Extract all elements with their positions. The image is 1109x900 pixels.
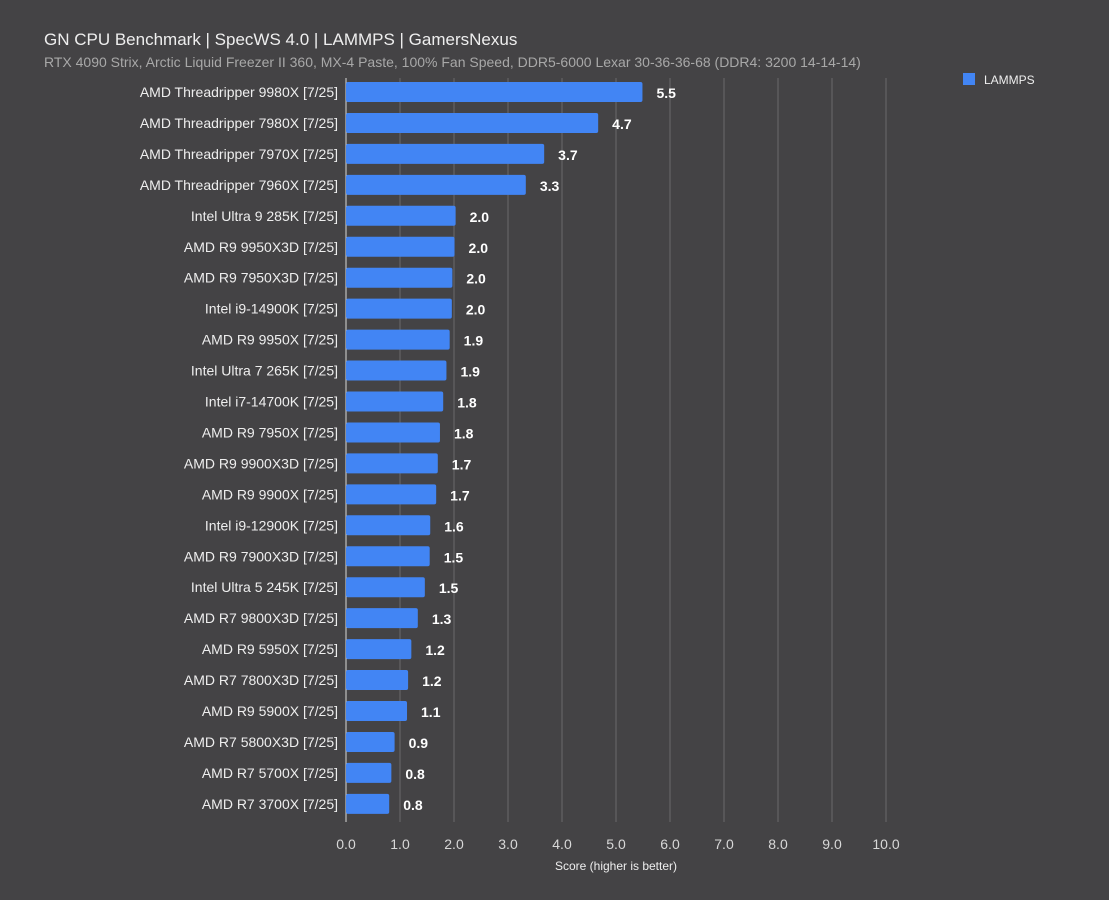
value-label: 1.1 xyxy=(421,704,441,720)
category-label: Intel i9-14900K [7/25] xyxy=(205,301,338,317)
category-label: AMD R7 7800X3D [7/25] xyxy=(184,672,338,688)
category-label: AMD R9 7950X [7/25] xyxy=(202,424,338,440)
value-label: 2.0 xyxy=(466,271,486,287)
bar xyxy=(346,391,444,412)
value-label: 0.9 xyxy=(409,735,429,751)
x-tick-label: 3.0 xyxy=(498,836,518,852)
value-label: 0.8 xyxy=(405,766,425,782)
bar xyxy=(346,484,437,505)
category-label: Intel i7-14700K [7/25] xyxy=(205,394,338,410)
value-label: 1.7 xyxy=(450,487,470,503)
bar xyxy=(346,515,431,536)
category-label: Intel Ultra 7 265K [7/25] xyxy=(191,363,338,379)
value-label: 1.7 xyxy=(452,456,472,472)
bar xyxy=(346,453,438,474)
bar xyxy=(346,731,395,752)
category-label: AMD Threadripper 7970X [7/25] xyxy=(140,146,338,162)
category-label: AMD R9 9900X [7/25] xyxy=(202,486,338,502)
value-labels: 5.5 4.7 3.7 3.3 2.0 2.0 2.0 2.0 1.9 1.9 1.8 1.8 1.7 1… xyxy=(403,85,676,813)
x-tick-label: 4.0 xyxy=(552,836,572,852)
x-tick-label: 0.0 xyxy=(336,836,356,852)
category-label: AMD Threadripper 7980X [7/25] xyxy=(140,115,338,131)
category-label: Intel Ultra 5 245K [7/25] xyxy=(191,579,338,595)
value-label: 1.2 xyxy=(422,673,442,689)
category-label: AMD R9 5900X [7/25] xyxy=(202,703,338,719)
legend-label-lammps: LAMMPS xyxy=(984,73,1035,87)
bar xyxy=(346,546,430,567)
bar xyxy=(346,577,425,598)
bar xyxy=(346,112,599,133)
bar xyxy=(346,267,453,288)
x-tick-label: 1.0 xyxy=(390,836,410,852)
bar xyxy=(346,360,447,381)
x-tick-label: 2.0 xyxy=(444,836,464,852)
category-label: AMD R9 5950X [7/25] xyxy=(202,641,338,657)
category-label: AMD R9 9950X3D [7/25] xyxy=(184,239,338,255)
value-label: 4.7 xyxy=(612,116,632,132)
x-axis-title: Score (higher is better) xyxy=(555,859,677,873)
value-label: 3.7 xyxy=(558,147,578,163)
x-tick-labels: 0.0 1.0 2.0 3.0 4.0 5.0 6.0 7.0 8.0 9.0 10.0 xyxy=(336,836,900,852)
bar xyxy=(346,762,392,783)
bar xyxy=(346,639,412,660)
bar xyxy=(346,174,526,195)
value-label: 3.3 xyxy=(540,178,560,194)
bar xyxy=(346,82,643,102)
category-label: Intel Ultra 9 285K [7/25] xyxy=(191,208,338,224)
bar xyxy=(346,205,456,226)
bar xyxy=(346,670,409,691)
value-label: 5.5 xyxy=(656,85,676,101)
category-label: AMD Threadripper 7960X [7/25] xyxy=(140,177,338,193)
chart-subtitle: RTX 4090 Strix, Arctic Liquid Freezer II… xyxy=(44,54,861,70)
value-label: 2.0 xyxy=(469,240,489,256)
category-label: AMD Threadripper 9980X [7/25] xyxy=(140,84,338,100)
category-label: AMD R9 7950X3D [7/25] xyxy=(184,270,338,286)
x-tick-label: 7.0 xyxy=(714,836,734,852)
value-label: 2.0 xyxy=(470,209,490,225)
bar xyxy=(346,236,455,257)
bar xyxy=(346,143,545,164)
value-label: 1.9 xyxy=(460,364,480,380)
category-labels: AMD Threadripper 9980X [7/25] AMD Threadr… xyxy=(140,84,338,812)
value-label: 0.8 xyxy=(403,797,423,813)
value-label: 1.5 xyxy=(439,580,459,596)
category-label: AMD R7 5700X [7/25] xyxy=(202,765,338,781)
category-label: AMD R7 3700X [7/25] xyxy=(202,796,338,812)
gridlines xyxy=(345,78,887,822)
category-label: AMD R7 5800X3D [7/25] xyxy=(184,734,338,750)
value-label: 1.3 xyxy=(432,611,452,627)
bar xyxy=(346,298,452,319)
bar xyxy=(346,701,408,721)
value-label: 1.8 xyxy=(457,395,477,411)
value-label: 1.8 xyxy=(454,425,474,441)
x-tick-label: 5.0 xyxy=(606,836,626,852)
category-label: AMD R7 9800X3D [7/25] xyxy=(184,610,338,626)
category-label: Intel i9-12900K [7/25] xyxy=(205,517,338,533)
value-label: 1.6 xyxy=(444,518,464,534)
x-tick-label: 8.0 xyxy=(768,836,788,852)
bar xyxy=(346,329,450,350)
category-label: AMD R9 7900X3D [7/25] xyxy=(184,548,338,564)
bars xyxy=(346,82,643,814)
x-tick-label: 6.0 xyxy=(660,836,680,852)
legend: LAMMPS xyxy=(963,73,1035,87)
legend-swatch-lammps xyxy=(963,73,975,85)
x-tick-label: 9.0 xyxy=(822,836,842,852)
value-label: 1.5 xyxy=(444,549,464,565)
category-label: AMD R9 9900X3D [7/25] xyxy=(184,455,338,471)
bar xyxy=(346,608,418,629)
value-label: 2.0 xyxy=(466,302,486,318)
chart-title: GN CPU Benchmark | SpecWS 4.0 | LAMMPS |… xyxy=(44,30,517,49)
bar xyxy=(346,422,440,443)
x-tick-label: 10.0 xyxy=(872,836,899,852)
value-label: 1.9 xyxy=(464,333,484,349)
category-label: AMD R9 9950X [7/25] xyxy=(202,332,338,348)
bar xyxy=(346,793,390,814)
value-label: 1.2 xyxy=(425,642,445,658)
